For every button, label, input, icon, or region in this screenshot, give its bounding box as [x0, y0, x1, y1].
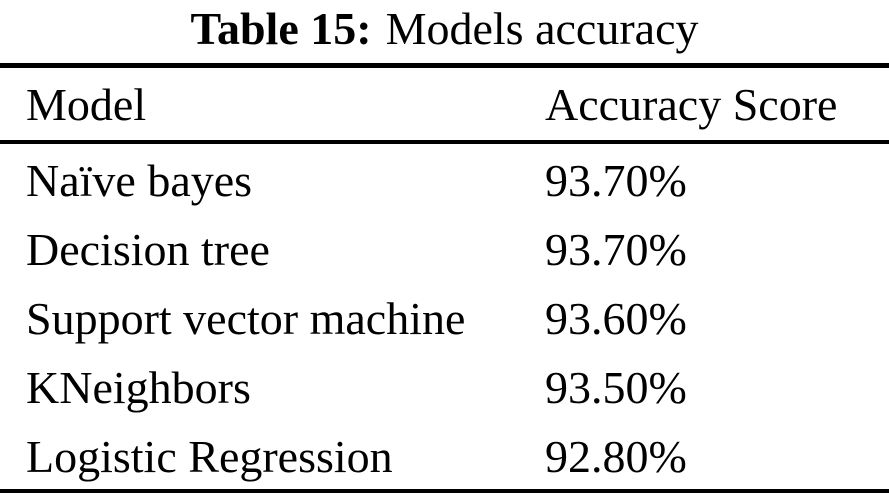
- table-row: KNeighbors 93.50%: [0, 351, 889, 420]
- model-cell: Decision tree: [26, 224, 270, 275]
- accuracy-cell: 93.60%: [545, 293, 687, 344]
- accuracy-cell: 93.50%: [545, 362, 687, 413]
- model-cell: Logistic Regression: [26, 431, 393, 482]
- bottom-rule: [0, 489, 889, 493]
- model-cell: Support vector machine: [26, 293, 466, 344]
- table-caption: Table 15: Models accuracy: [0, 0, 889, 63]
- table-row: Logistic Regression 92.80%: [0, 420, 889, 489]
- table-row: Support vector machine 93.60%: [0, 282, 889, 351]
- model-cell: KNeighbors: [26, 362, 251, 413]
- mid-rule: [0, 140, 889, 144]
- accuracy-cell: 92.80%: [545, 431, 687, 482]
- column-header-accuracy: Accuracy Score: [545, 78, 838, 130]
- table-caption-title: Models accuracy: [385, 3, 699, 54]
- top-rule: [0, 63, 889, 68]
- accuracy-cell: 93.70%: [545, 224, 687, 275]
- table-row: Naïve bayes 93.70%: [0, 144, 889, 213]
- accuracy-cell: 93.70%: [545, 155, 687, 206]
- table-caption-label: Table 15:: [190, 3, 372, 54]
- column-header-model: Model: [26, 78, 147, 130]
- model-cell: Naïve bayes: [26, 155, 253, 206]
- table-header-row: Model Accuracy Score: [0, 68, 889, 140]
- table-row: Decision tree 93.70%: [0, 213, 889, 282]
